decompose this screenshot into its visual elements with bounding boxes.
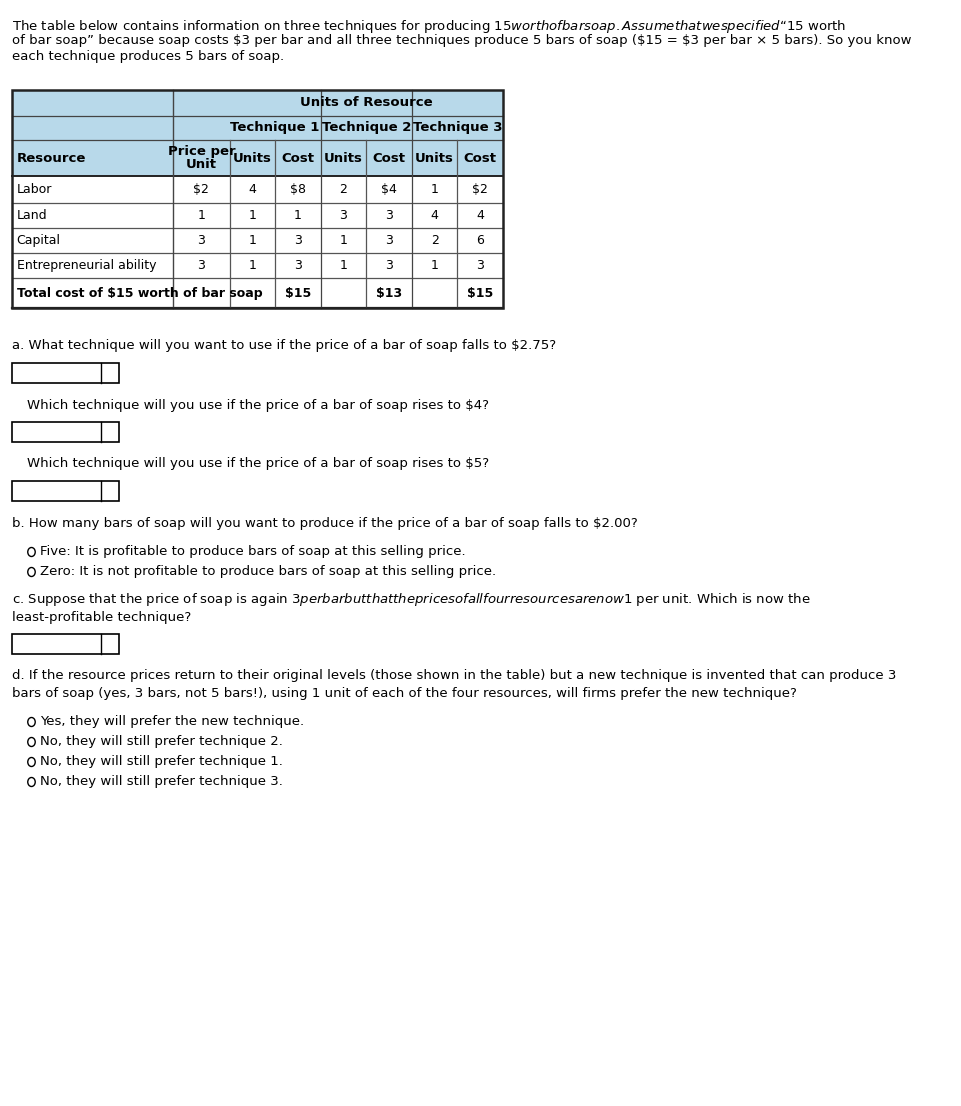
Text: 3: 3 xyxy=(294,234,302,247)
Text: Units: Units xyxy=(324,152,362,165)
Text: 4: 4 xyxy=(476,209,483,222)
Text: 3: 3 xyxy=(294,259,302,272)
Text: d. If the resource prices return to their original levels (those shown in the ta: d. If the resource prices return to thei… xyxy=(12,669,895,682)
Text: Units of Resource: Units of Resource xyxy=(300,96,432,109)
Text: Five: It is profitable to produce bars of soap at this selling price.: Five: It is profitable to produce bars o… xyxy=(39,545,465,559)
Text: 1: 1 xyxy=(248,209,256,222)
Text: b. How many bars of soap will you want to produce if the price of a bar of soap : b. How many bars of soap will you want t… xyxy=(12,517,637,530)
Text: 3: 3 xyxy=(339,209,347,222)
Bar xyxy=(12,90,503,176)
Text: a. What technique will you want to use if the price of a bar of soap falls to $2: a. What technique will you want to use i… xyxy=(12,340,555,353)
Text: Which technique will you use if the price of a bar of soap rises to $5?: Which technique will you use if the pric… xyxy=(27,458,488,470)
Text: Cost: Cost xyxy=(372,152,406,165)
Bar xyxy=(12,634,119,654)
Text: 3: 3 xyxy=(384,259,393,272)
Text: $15: $15 xyxy=(284,286,310,300)
Text: each technique produces 5 bars of soap.: each technique produces 5 bars of soap. xyxy=(12,50,283,63)
Text: $8: $8 xyxy=(289,182,306,196)
Text: Zero: It is not profitable to produce bars of soap at this selling price.: Zero: It is not profitable to produce ba… xyxy=(39,565,495,578)
Text: (Click to select): (Click to select) xyxy=(15,366,113,379)
Text: 2: 2 xyxy=(339,182,347,196)
Text: No, they will still prefer technique 3.: No, they will still prefer technique 3. xyxy=(39,775,283,789)
Text: (Click to select): (Click to select) xyxy=(15,484,113,498)
Text: $15: $15 xyxy=(467,286,493,300)
Text: No, they will still prefer technique 2.: No, they will still prefer technique 2. xyxy=(39,735,283,749)
Text: 2: 2 xyxy=(431,234,438,247)
Text: 3: 3 xyxy=(384,234,393,247)
Text: $4: $4 xyxy=(381,182,397,196)
Text: Land: Land xyxy=(16,209,47,222)
Text: Price per: Price per xyxy=(167,146,234,158)
Text: Units: Units xyxy=(233,152,272,165)
Text: ✔: ✔ xyxy=(106,484,116,498)
Text: 1: 1 xyxy=(339,234,347,247)
Text: Unit: Unit xyxy=(185,158,216,171)
Text: ✔: ✔ xyxy=(106,637,116,650)
Text: $2: $2 xyxy=(193,182,209,196)
Text: 1: 1 xyxy=(248,234,256,247)
Text: ✔: ✔ xyxy=(106,426,116,438)
Text: 1: 1 xyxy=(431,259,438,272)
Text: 4: 4 xyxy=(248,182,256,196)
Text: ✔: ✔ xyxy=(106,366,116,379)
Text: 1: 1 xyxy=(248,259,256,272)
Text: 1: 1 xyxy=(431,182,438,196)
Text: Capital: Capital xyxy=(16,234,61,247)
Text: c. Suppose that the price of soap is again $3 per bar but that the prices of all: c. Suppose that the price of soap is aga… xyxy=(12,592,809,608)
Text: (Click to select): (Click to select) xyxy=(15,637,113,650)
Text: $13: $13 xyxy=(376,286,402,300)
Text: 1: 1 xyxy=(339,259,347,272)
Bar xyxy=(12,90,503,307)
Bar xyxy=(12,363,119,383)
Text: 1: 1 xyxy=(294,209,302,222)
Text: least-profitable technique?: least-profitable technique? xyxy=(12,611,190,624)
Bar xyxy=(12,176,503,307)
Text: Cost: Cost xyxy=(463,152,496,165)
Text: Technique 3: Technique 3 xyxy=(412,122,502,135)
Text: Units: Units xyxy=(415,152,454,165)
Text: Technique 2: Technique 2 xyxy=(321,122,410,135)
Text: 3: 3 xyxy=(197,259,205,272)
Text: 3: 3 xyxy=(384,209,393,222)
Text: 6: 6 xyxy=(476,234,483,247)
Text: $2: $2 xyxy=(472,182,487,196)
Text: Yes, they will prefer the new technique.: Yes, they will prefer the new technique. xyxy=(39,716,304,729)
Bar xyxy=(12,481,119,501)
Text: Resource: Resource xyxy=(16,152,86,165)
Text: Entrepreneurial ability: Entrepreneurial ability xyxy=(16,259,156,272)
Text: The table below contains information on three techniques for producing $15 worth: The table below contains information on … xyxy=(12,18,845,35)
Text: of bar soap” because soap costs $3 per bar and all three techniques produce 5 ba: of bar soap” because soap costs $3 per b… xyxy=(12,34,910,46)
Text: Cost: Cost xyxy=(282,152,314,165)
Text: 4: 4 xyxy=(431,209,438,222)
Text: Technique 1: Technique 1 xyxy=(231,122,319,135)
Text: Which technique will you use if the price of a bar of soap rises to $4?: Which technique will you use if the pric… xyxy=(27,398,488,411)
Text: 3: 3 xyxy=(476,259,483,272)
Text: No, they will still prefer technique 1.: No, they will still prefer technique 1. xyxy=(39,755,283,769)
Text: 1: 1 xyxy=(197,209,205,222)
Text: bars of soap (yes, 3 bars, not 5 bars!), using 1 unit of each of the four resour: bars of soap (yes, 3 bars, not 5 bars!),… xyxy=(12,687,796,699)
Text: 3: 3 xyxy=(197,234,205,247)
Text: Labor: Labor xyxy=(16,182,52,196)
Bar xyxy=(12,422,119,442)
Text: (Click to select): (Click to select) xyxy=(15,426,113,438)
Text: Total cost of $15 worth of bar soap: Total cost of $15 worth of bar soap xyxy=(16,286,262,300)
